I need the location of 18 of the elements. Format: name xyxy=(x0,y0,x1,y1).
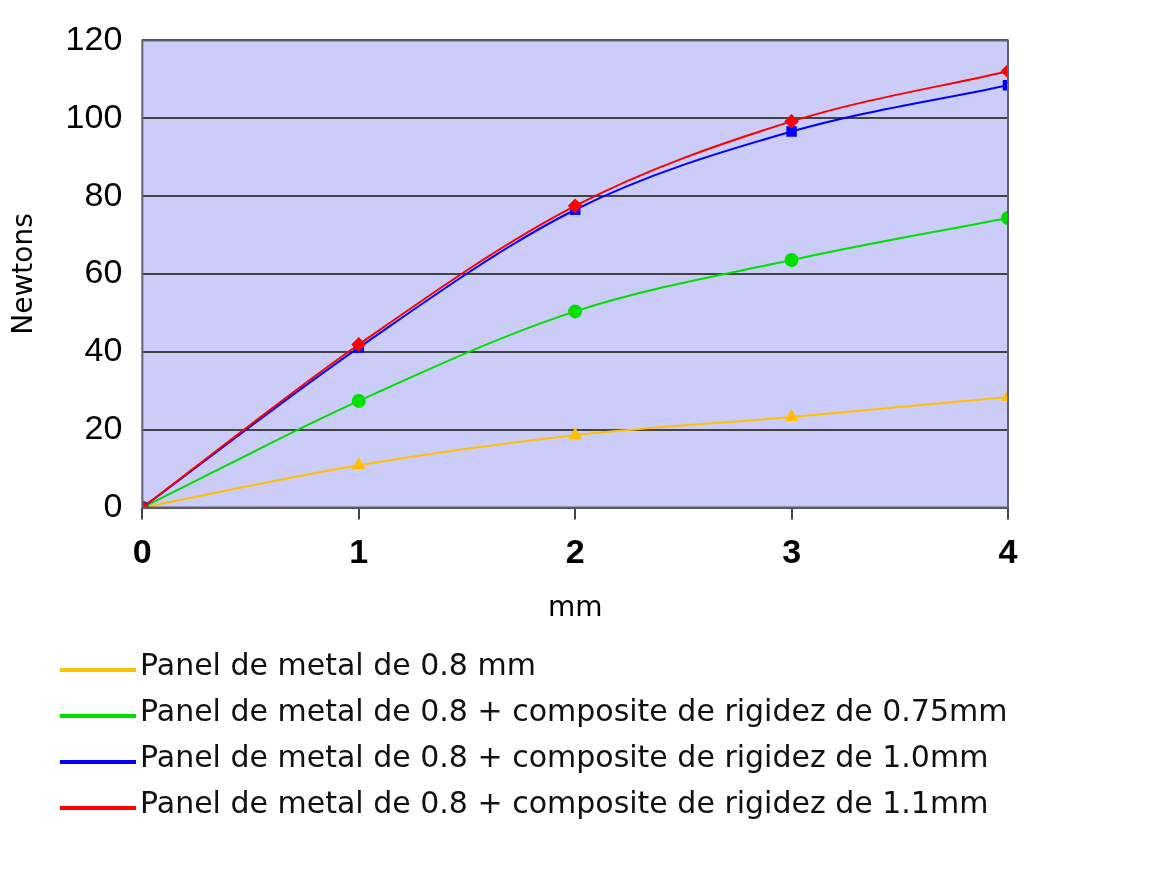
legend-label: Panel de metal de 0.8 + composite de rigidez de 1.1mm xyxy=(140,785,989,820)
y-tick-label: 20 xyxy=(84,408,123,447)
x-tick-label: 4 xyxy=(998,532,1018,571)
x-axis-title: mm xyxy=(547,590,603,624)
x-tick-label: 3 xyxy=(782,532,802,571)
legend-label: Panel de metal de 0.8 mm xyxy=(140,647,536,682)
y-tick-label: 100 xyxy=(65,96,123,135)
x-tick-label: 2 xyxy=(565,532,585,571)
y-axis-title: Newtons xyxy=(6,213,40,335)
y-tick-label: 0 xyxy=(103,485,123,524)
y-tick-label: 40 xyxy=(84,330,123,369)
y-tick-label: 60 xyxy=(84,252,123,291)
x-tick-label: 0 xyxy=(132,532,152,571)
legend-label: Panel de metal de 0.8 + composite de rigidez de 1.0mm xyxy=(140,739,989,774)
legend-label: Panel de metal de 0.8 + composite de rigidez de 0.75mm xyxy=(140,693,1008,728)
y-tick-label: 80 xyxy=(84,174,123,213)
y-tick-label: 120 xyxy=(65,18,123,57)
x-tick-label: 1 xyxy=(349,532,369,571)
